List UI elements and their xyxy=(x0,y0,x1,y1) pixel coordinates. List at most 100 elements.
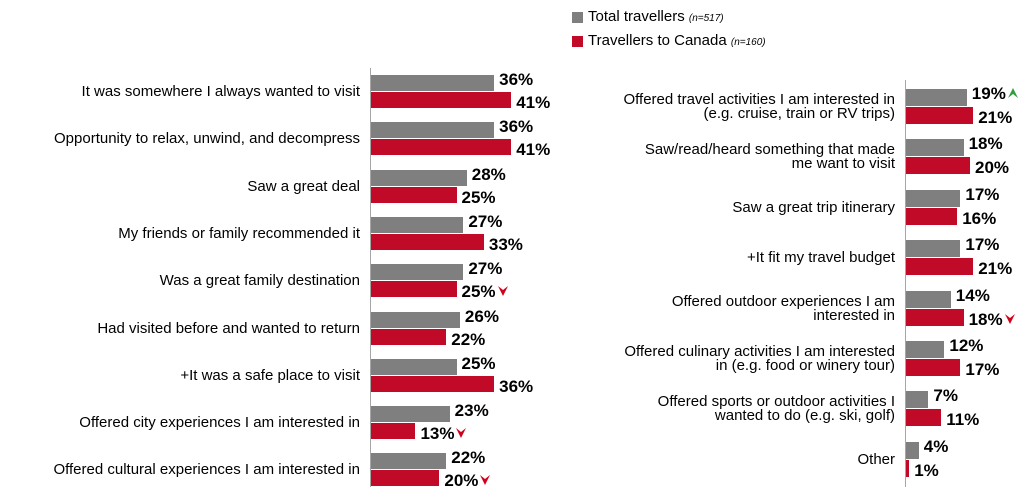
value-label: 21% xyxy=(978,259,1013,279)
value-label: 18% xyxy=(968,134,1003,154)
bar xyxy=(906,341,945,358)
category-label: Saw/read/heard something that made me wa… xyxy=(644,141,895,173)
value-label: 12% xyxy=(949,336,984,355)
value-label: 36% xyxy=(499,70,534,89)
bar xyxy=(371,328,447,345)
marker-shape xyxy=(1004,313,1015,324)
legend-swatch xyxy=(572,12,583,23)
bar xyxy=(906,459,910,477)
bar xyxy=(371,264,464,281)
legend-label: Total travellers xyxy=(588,8,685,25)
bar xyxy=(906,391,929,409)
category-label: My friends or family recommended it xyxy=(118,224,360,242)
value-label: 26% xyxy=(464,306,499,326)
value-label: 21% xyxy=(978,108,1013,127)
value-label: 16% xyxy=(962,208,997,228)
bar xyxy=(906,157,970,175)
axis-line xyxy=(905,80,906,487)
category-label: Other xyxy=(857,450,895,468)
legend-entry: Total travellers (n=517) xyxy=(588,8,724,25)
bar xyxy=(371,186,457,203)
bar xyxy=(371,281,457,298)
marker-shape xyxy=(456,428,467,439)
bar xyxy=(906,207,958,225)
significance-marker xyxy=(497,286,508,297)
value-label: 11% xyxy=(946,410,980,430)
bar xyxy=(371,233,484,250)
category-label: +It fit my travel budget xyxy=(747,249,895,267)
legend-swatch xyxy=(572,36,583,47)
bar xyxy=(906,441,919,459)
category-label: Offered outdoor experiences I am interes… xyxy=(671,292,895,324)
legend-label: Travellers to Canada xyxy=(588,32,727,49)
value-label: 27% xyxy=(468,259,503,279)
value-label: 4% xyxy=(923,436,949,456)
bar xyxy=(906,139,964,157)
value-label: 14% xyxy=(955,285,990,305)
value-label: 25% xyxy=(461,282,496,302)
bar xyxy=(371,122,495,139)
value-label: 20% xyxy=(444,471,479,487)
category-label: Was a great family destination xyxy=(159,272,360,290)
bar xyxy=(906,409,942,427)
significance-marker xyxy=(1004,313,1015,324)
marker-shape xyxy=(480,475,491,486)
category-label: Offered culinary activities I am interes… xyxy=(624,343,895,374)
legend-note: (n=160) xyxy=(730,37,766,48)
bar xyxy=(906,290,951,308)
value-label: 36% xyxy=(499,117,534,137)
bar xyxy=(371,375,495,392)
bar xyxy=(371,92,512,108)
bar xyxy=(371,470,440,487)
category-label: Offered sports or outdoor activities I w… xyxy=(657,393,895,425)
value-label: 36% xyxy=(499,376,534,396)
bar xyxy=(371,406,450,423)
category-label: Saw a great deal xyxy=(247,177,360,195)
bar xyxy=(906,240,961,258)
category-label: Opportunity to relax, unwind, and decomp… xyxy=(54,130,360,148)
category-label: Offered cultural experiences I am intere… xyxy=(53,461,360,479)
bar xyxy=(371,75,495,91)
value-label: 17% xyxy=(965,360,1000,379)
value-label: 18% xyxy=(968,309,1003,329)
significance-marker xyxy=(480,475,491,486)
value-label: 33% xyxy=(488,234,523,254)
bar xyxy=(906,359,961,376)
significance-marker xyxy=(456,428,467,439)
axis-line xyxy=(370,68,371,487)
marker-shape xyxy=(1007,88,1018,98)
value-label: 17% xyxy=(965,235,1000,255)
value-label: 19% xyxy=(971,84,1006,103)
bar xyxy=(906,189,961,207)
legend-note: (n=517) xyxy=(688,13,724,24)
value-label: 25% xyxy=(461,187,496,207)
value-label: 7% xyxy=(933,386,958,406)
value-label: 23% xyxy=(454,401,489,421)
bar xyxy=(906,258,974,276)
value-label: 22% xyxy=(451,329,486,349)
marker-shape xyxy=(497,286,508,297)
legend-entry: Travellers to Canada (n=160) xyxy=(588,32,766,49)
bar xyxy=(906,107,974,124)
significance-marker xyxy=(1007,88,1018,98)
legend: Total travellers (n=517) Travellers to C… xyxy=(572,6,832,56)
value-label: 17% xyxy=(965,184,1000,204)
category-label: Had visited before and wanted to return xyxy=(97,319,360,337)
value-label: 22% xyxy=(451,448,486,468)
bar xyxy=(371,453,447,470)
value-label: 13% xyxy=(420,424,455,444)
bar xyxy=(371,358,457,375)
value-label: 1% xyxy=(914,460,939,480)
value-label: 25% xyxy=(461,353,496,373)
category-label: Saw a great trip itinerary xyxy=(732,198,895,216)
value-label: 28% xyxy=(471,164,506,184)
bar xyxy=(906,308,964,326)
value-label: 27% xyxy=(468,211,503,231)
value-label: 41% xyxy=(516,140,551,160)
category-label: Offered city experiences I am interested… xyxy=(79,414,360,432)
bar xyxy=(371,139,512,156)
category-label: It was somewhere I always wanted to visi… xyxy=(81,83,360,100)
value-label: 20% xyxy=(975,158,1010,178)
bar xyxy=(906,89,967,106)
